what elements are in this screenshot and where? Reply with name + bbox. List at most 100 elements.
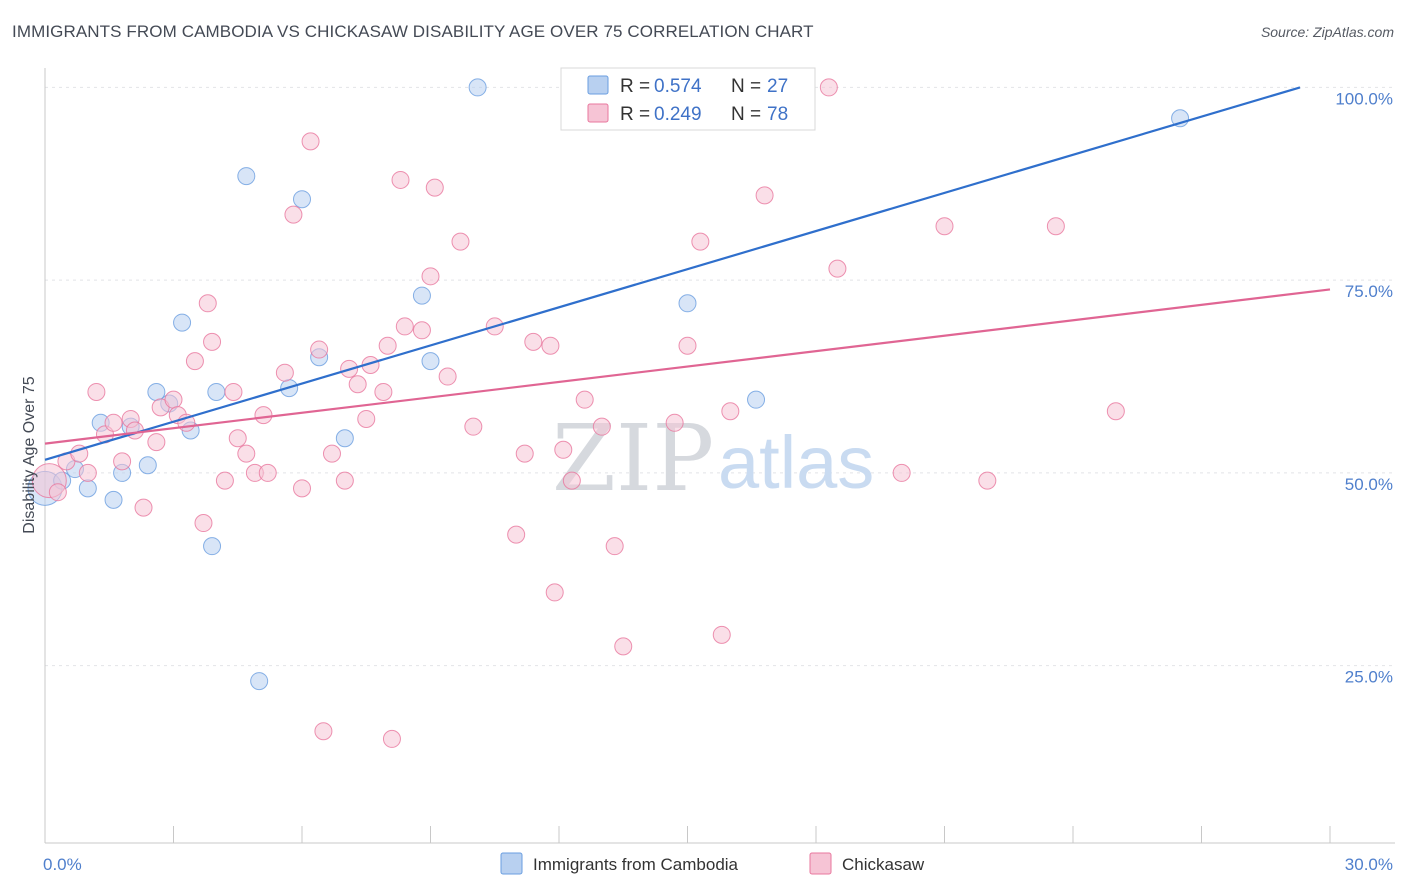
point-chickasaw-75 [1046, 217, 1065, 236]
y-tick-label-1: 50.0% [1345, 475, 1393, 494]
point-chickasaw-58 [562, 471, 581, 490]
legend-n-value-2: 78 [767, 104, 788, 125]
x-tick-label-0: 0.0% [43, 855, 82, 874]
trend-line-cambodia [44, 86, 1301, 461]
point-chickasaw-49 [451, 232, 470, 251]
point-chickasaw-32 [310, 340, 329, 359]
point-chickasaw-65 [691, 232, 710, 251]
watermark-atlas: atlas [718, 421, 874, 504]
legend-r-value-2: 0.249 [654, 104, 702, 125]
legend-r-value-1: 0.574 [654, 76, 702, 97]
point-cambodia-25 [747, 390, 766, 409]
point-chickasaw-7 [104, 413, 123, 432]
point-chickasaw-74 [978, 471, 997, 490]
series-legend-cambodia: Immigrants from Cambodia [533, 855, 739, 874]
point-chickasaw-22 [224, 382, 243, 401]
point-chickasaw-11 [134, 498, 153, 517]
point-chickasaw-18 [194, 514, 213, 533]
point-chickasaw-27 [258, 463, 277, 482]
point-chickasaw-52 [507, 525, 526, 544]
legend-n-label-1: N = [731, 76, 761, 97]
point-chickasaw-34 [322, 444, 341, 463]
point-chickasaw-38 [357, 409, 376, 428]
legend-swatch-cambodia [587, 75, 609, 95]
point-chickasaw-57 [554, 440, 573, 459]
point-cambodia-20 [335, 429, 354, 448]
series-legend-swatch-cambodia [500, 852, 523, 875]
trend-line-chickasaw [44, 288, 1331, 445]
point-chickasaw-4 [78, 463, 97, 482]
point-chickasaw-47 [425, 178, 444, 197]
point-chickasaw-29 [284, 205, 303, 224]
point-chickasaw-24 [237, 444, 256, 463]
point-chickasaw-59 [575, 390, 594, 409]
legend-swatch-chickasaw [587, 103, 609, 123]
y-tick-label-3: 100.0% [1335, 89, 1393, 108]
point-chickasaw-28 [275, 363, 294, 382]
point-cambodia-16 [250, 672, 269, 691]
legend-n-label-2: N = [731, 104, 761, 125]
point-chickasaw-42 [382, 729, 401, 748]
watermark-zip: ZIP [552, 405, 714, 512]
point-chickasaw-61 [605, 537, 624, 556]
point-chickasaw-19 [198, 294, 217, 313]
axes [44, 68, 1395, 844]
point-chickasaw-53 [515, 444, 534, 463]
point-chickasaw-48 [438, 367, 457, 386]
point-chickasaw-44 [395, 317, 414, 336]
point-chickasaw-54 [524, 332, 543, 351]
series-legend-chickasaw: Chickasaw [842, 855, 925, 874]
trend-lines [44, 86, 1331, 461]
point-chickasaw-76 [1106, 402, 1125, 421]
point-chickasaw-50 [464, 417, 483, 436]
watermark: ZIP atlas [552, 405, 874, 512]
legend-r-label-1: R = [620, 76, 650, 97]
chart-title: IMMIGRANTS FROM CAMBODIA VS CHICKASAW DI… [12, 22, 814, 41]
point-cambodia-22 [421, 352, 440, 371]
point-cambodia-5 [104, 490, 123, 509]
point-chickasaw-33 [314, 722, 333, 741]
point-cambodia-21 [412, 286, 431, 305]
legend-n-value-1: 27 [767, 76, 788, 97]
point-cambodia-14 [207, 382, 226, 401]
x-tick-label-1: 30.0% [1345, 855, 1393, 874]
point-chickasaw-37 [348, 375, 367, 394]
point-cambodia-3 [78, 479, 97, 498]
series-legend-swatch-chickasaw [809, 852, 832, 875]
point-chickasaw-56 [545, 583, 564, 602]
point-chickasaw-64 [678, 336, 697, 355]
point-chickasaw-43 [391, 170, 410, 189]
point-cambodia-23 [468, 78, 487, 97]
legend-box: R = 0.574 N = 27 R = 0.249 N = 78 [560, 67, 816, 131]
legend-r-label-2: R = [620, 104, 650, 125]
point-cambodia-8 [138, 456, 157, 475]
tick-labels: 25.0% 50.0% 75.0% 100.0% 0.0% 30.0% [43, 89, 1393, 874]
point-chickasaw-20 [203, 332, 222, 351]
point-chickasaw-63 [665, 413, 684, 432]
point-cambodia-11 [173, 313, 192, 332]
point-chickasaw-60 [592, 417, 611, 436]
point-chickasaw-30 [293, 479, 311, 498]
point-cambodia-15 [237, 167, 256, 186]
series-legend: Immigrants from Cambodia Chickasaw [500, 852, 925, 875]
point-chickasaw-14 [164, 390, 183, 409]
point-chickasaw-17 [185, 352, 204, 371]
point-chickasaw-5 [87, 382, 106, 401]
source-label: Source: ZipAtlas.com [1260, 24, 1394, 40]
point-chickasaw-45 [412, 321, 431, 340]
point-chickasaw-67 [721, 402, 740, 421]
point-chickasaw-69 [755, 186, 774, 205]
point-chickasaw-40 [374, 382, 393, 401]
point-chickasaw-62 [614, 637, 633, 656]
point-chickasaw-8 [113, 452, 132, 471]
point-cambodia-13 [203, 537, 222, 556]
y-tick-label-2: 75.0% [1345, 282, 1393, 301]
point-chickasaw-55 [541, 336, 560, 355]
point-chickasaw-31 [301, 132, 320, 151]
point-chickasaw-26 [254, 406, 273, 425]
point-cambodia-24 [678, 294, 697, 313]
point-chickasaw-21 [215, 471, 234, 490]
point-chickasaw-72 [892, 463, 911, 482]
point-chickasaw-71 [828, 259, 847, 278]
point-chickasaw-1 [48, 483, 67, 502]
